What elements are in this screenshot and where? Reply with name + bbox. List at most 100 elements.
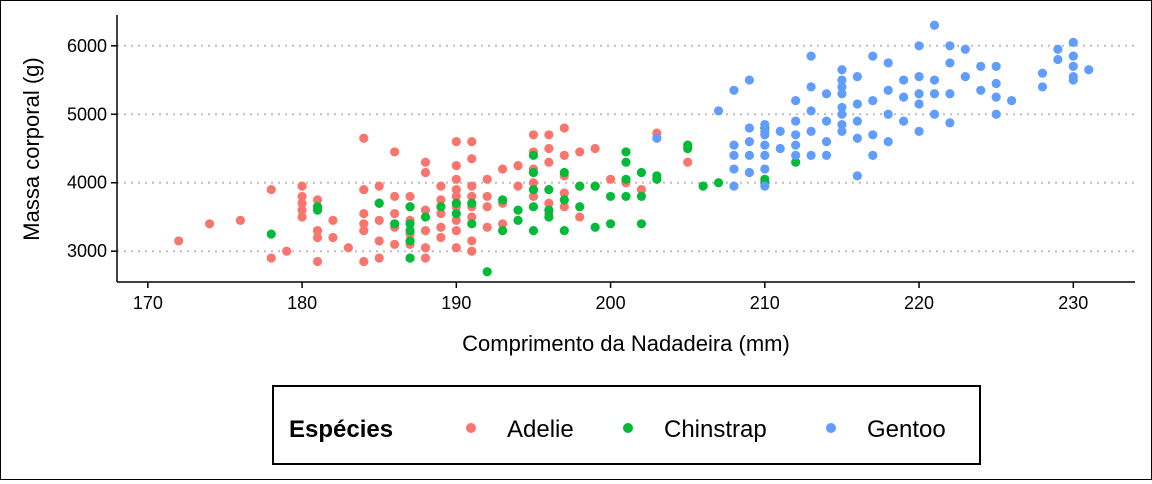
data-point <box>359 184 369 195</box>
data-point <box>636 167 647 178</box>
y-ticks: 3000 4000 5000 6000 <box>67 36 117 261</box>
data-point <box>991 92 1001 102</box>
data-point <box>821 116 832 126</box>
data-point <box>374 215 384 225</box>
legend-key-adelie <box>466 423 476 433</box>
data-point <box>883 137 893 147</box>
x-tick-label: 210 <box>750 293 780 313</box>
data-point <box>528 150 539 160</box>
axes <box>116 15 1135 283</box>
data-point <box>868 150 878 160</box>
data-point <box>482 191 492 202</box>
data-point <box>760 140 770 150</box>
x-tick-label: 230 <box>1058 293 1088 313</box>
data-point <box>451 184 461 195</box>
data-point <box>914 72 924 82</box>
x-tick-label: 200 <box>596 293 626 313</box>
data-point <box>544 130 554 140</box>
data-point <box>945 89 955 99</box>
data-point <box>544 157 554 167</box>
data-point <box>451 226 461 236</box>
data-point <box>359 219 369 229</box>
data-point <box>729 164 739 174</box>
data-point <box>636 184 647 195</box>
data-point <box>482 202 492 212</box>
data-point <box>713 106 724 116</box>
data-point <box>467 137 477 147</box>
data-point <box>976 61 986 71</box>
data-point <box>621 147 631 157</box>
data-point <box>559 123 569 133</box>
data-point <box>590 143 600 154</box>
data-point <box>760 126 770 136</box>
data-point <box>266 184 276 195</box>
data-point <box>914 89 924 99</box>
data-point <box>621 157 631 167</box>
data-point <box>914 41 924 51</box>
data-point <box>436 195 446 205</box>
data-point <box>559 167 569 178</box>
data-point <box>266 229 276 239</box>
data-point <box>420 205 431 215</box>
data-point <box>436 181 446 191</box>
data-point <box>744 137 754 147</box>
y-tick-label: 3000 <box>67 241 107 261</box>
data-point <box>683 143 693 154</box>
data-point <box>1007 95 1017 106</box>
data-point <box>374 181 384 191</box>
data-point <box>760 150 770 160</box>
data-point <box>806 126 816 136</box>
data-point <box>312 256 323 267</box>
data-point <box>420 167 431 178</box>
data-point <box>312 195 323 205</box>
data-point <box>729 85 739 95</box>
data-point <box>482 222 492 232</box>
data-point <box>899 75 909 85</box>
data-point <box>405 236 415 246</box>
data-point <box>837 82 847 92</box>
data-point <box>929 75 940 85</box>
data-point <box>451 174 461 184</box>
data-point <box>467 219 477 229</box>
data-point <box>852 116 862 126</box>
data-point <box>1068 61 1078 71</box>
data-point <box>945 118 955 128</box>
data-point <box>806 106 816 116</box>
data-point <box>559 202 569 212</box>
data-point <box>837 102 847 113</box>
data-point <box>312 226 323 236</box>
x-ticks: 170 180 190 200 210 220 230 <box>133 282 1088 313</box>
x-tick-label: 220 <box>904 293 934 313</box>
data-point <box>899 116 909 126</box>
data-point <box>405 253 415 263</box>
data-point <box>791 157 801 167</box>
data-point <box>374 236 384 246</box>
data-points <box>174 20 1094 277</box>
data-point <box>1037 82 1048 92</box>
data-point <box>929 20 940 30</box>
series-adelie <box>174 123 693 267</box>
data-point <box>297 181 307 191</box>
data-point <box>775 126 785 136</box>
data-point <box>914 126 924 136</box>
data-point <box>575 212 585 222</box>
data-point <box>390 239 400 249</box>
data-point <box>976 85 986 95</box>
data-point <box>868 95 878 106</box>
legend-label-adelie: Adelie <box>507 416 574 443</box>
data-point <box>929 109 940 119</box>
data-point <box>312 232 323 243</box>
legend: Espécies Adelie Chinstrap Gentoo <box>272 385 981 465</box>
data-point <box>544 143 554 154</box>
data-point <box>698 181 708 191</box>
data-point <box>821 89 832 99</box>
data-point <box>575 202 585 212</box>
data-point <box>528 226 539 236</box>
data-point <box>837 126 847 136</box>
data-point <box>729 181 739 191</box>
data-point <box>498 195 508 205</box>
data-point <box>852 171 862 181</box>
data-point <box>390 219 400 229</box>
data-point <box>467 198 477 208</box>
